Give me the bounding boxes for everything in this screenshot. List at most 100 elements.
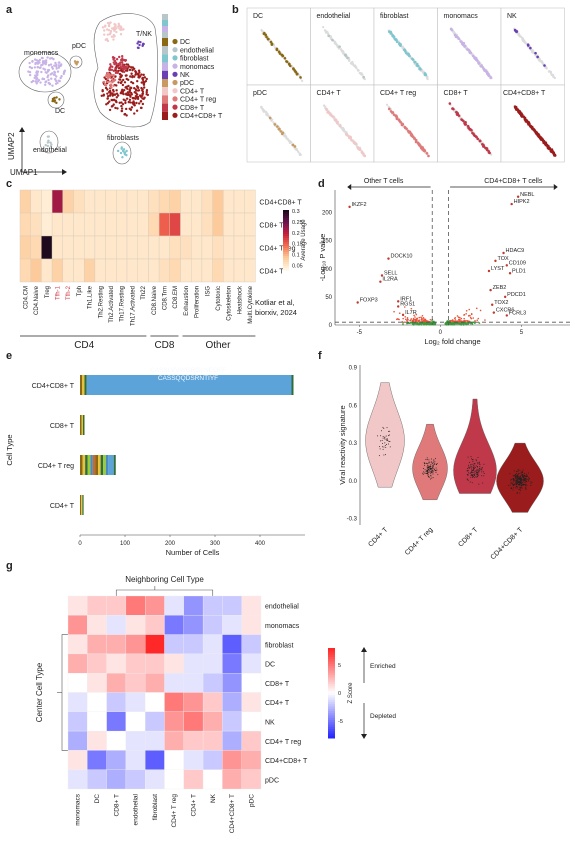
volcano-point — [477, 317, 480, 320]
neighborhood-cell — [222, 595, 242, 616]
neighborhood-cell — [164, 750, 184, 770]
violin-point — [467, 478, 469, 480]
umap-point-cd8 — [115, 70, 119, 74]
violin-point — [518, 480, 520, 482]
facet-background-point — [262, 109, 265, 112]
violin-point — [511, 478, 513, 480]
umap-point-nk — [141, 44, 144, 48]
neighborhood-cell — [106, 711, 127, 732]
volcano-point — [431, 320, 433, 322]
facet-background-point — [518, 34, 521, 37]
violin-point — [515, 472, 517, 474]
violin-point — [522, 473, 524, 475]
umap-cluster-label: T/NK — [136, 31, 152, 38]
facet-background-point — [357, 69, 360, 72]
facet-background-point — [323, 104, 326, 107]
umap-point-monomacs — [63, 69, 67, 72]
umap-point-dc — [53, 96, 56, 100]
umap-point-cd4cd8 — [142, 86, 146, 89]
umap-outline-endothelial — [39, 130, 59, 154]
volcano-point — [409, 322, 412, 324]
facet-point — [344, 53, 347, 57]
umap-point-monomacs — [35, 59, 39, 62]
umap-point-monomacs — [39, 66, 42, 69]
umap-point-cd4cd8 — [145, 89, 149, 92]
facet-background-point — [538, 57, 541, 60]
volcano-labeled-point — [491, 303, 494, 306]
umap-point-cd4 — [113, 29, 116, 32]
volcano-point — [454, 319, 457, 321]
clonotype-y-label: Cell Type — [5, 434, 14, 465]
neighborhood-cell — [222, 750, 242, 770]
volcano-left-arrowhead — [347, 184, 352, 190]
umap-point-treg — [106, 80, 110, 84]
program-heatmap-cell — [223, 235, 235, 260]
volcano-point — [474, 322, 476, 325]
facet-point — [327, 34, 330, 38]
volcano-left-header: Other T cells — [364, 178, 404, 185]
facet-point — [514, 105, 517, 109]
violin-point — [519, 484, 521, 486]
neighborhood-cell — [202, 673, 223, 693]
volcano-point — [458, 318, 460, 321]
program-heatmap-cell — [105, 189, 117, 214]
umap-point-nk — [136, 42, 139, 45]
violin-point — [473, 468, 475, 470]
facet-frame — [310, 84, 375, 163]
facet-title: endothelial — [317, 13, 351, 20]
facet-background-point — [359, 71, 362, 75]
violin-point — [517, 469, 519, 471]
umap-point-monomacs — [60, 63, 63, 66]
violin-point — [523, 478, 525, 480]
volcano-point — [449, 320, 452, 322]
violin-point — [520, 482, 522, 484]
neighborhood-cell — [202, 634, 223, 655]
violin-point — [478, 461, 480, 463]
program-heatmap-cell — [94, 235, 106, 260]
neighborhood-cell — [183, 730, 204, 751]
umap-outline-fibroblast — [112, 141, 132, 165]
facet-background-point — [268, 39, 272, 42]
violin-point — [510, 481, 512, 483]
clonotype-bar-segment — [95, 455, 99, 475]
neighborhood-cell — [106, 653, 127, 674]
violin-point — [518, 489, 520, 491]
program-heatmap-cell — [126, 212, 138, 237]
violin-point — [476, 473, 478, 475]
umap-point-cd4cd8 — [123, 113, 126, 116]
umap-point-cd8 — [112, 69, 115, 73]
clonotype-x-tick-label: 100 — [120, 541, 131, 547]
volcano-point — [446, 320, 449, 322]
violin-point — [436, 463, 438, 465]
volcano-point — [465, 312, 467, 315]
violin-point — [512, 481, 514, 483]
program-heatmap-col-label: CD8.EM — [173, 286, 179, 309]
umap-legend-label: endothelial — [180, 47, 214, 54]
umap-point-cd8 — [123, 70, 126, 74]
umap-point-cd4 — [106, 33, 110, 36]
umap-legend-marker — [172, 112, 178, 118]
facet-background-point — [541, 62, 545, 66]
volcano-point — [470, 317, 473, 320]
program-heatmap-col-label: Cytotoxic — [216, 286, 222, 311]
umap-point-monomacs — [36, 70, 40, 73]
violin-point — [521, 476, 523, 478]
umap-point-cd4cd8 — [108, 94, 112, 97]
facet-background-point — [283, 135, 287, 138]
program-heatmap-col-label: Tfh-1 — [55, 285, 61, 300]
umap-point-monomacs — [35, 82, 38, 85]
program-heatmap-col-label: Tph — [77, 286, 83, 296]
program-colorbar-title: Average Usage — [301, 219, 307, 261]
volcano-gene-label: IL7R — [405, 310, 417, 316]
violin-point — [475, 465, 477, 467]
facet-point — [362, 152, 365, 156]
violin-point — [473, 471, 475, 473]
umap-point-monomacs — [46, 75, 49, 79]
neighborhood-cell — [106, 769, 127, 790]
violin-point — [388, 434, 390, 436]
program-heatmap-cell — [51, 258, 63, 283]
umap-point-monomacs — [62, 72, 66, 76]
neighborhood-colorbar-segment — [328, 735, 335, 739]
neighborhood-cell — [183, 653, 204, 674]
facet-point — [513, 28, 517, 32]
